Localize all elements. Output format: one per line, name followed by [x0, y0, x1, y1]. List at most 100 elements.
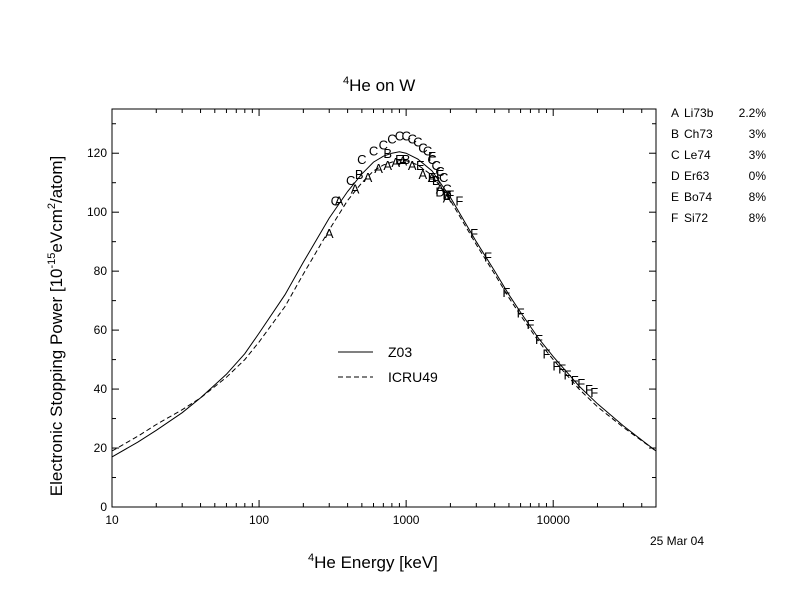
data-point-f: F [526, 317, 534, 332]
y-axis-title-sup2: 2 [46, 203, 58, 209]
data-point-a: A [383, 158, 392, 173]
data-point-f: F [455, 193, 463, 208]
data-point-a: A [408, 158, 417, 173]
data-point-b: B [383, 146, 392, 161]
legend-label-z03: Z03 [388, 344, 412, 360]
data-point-a: A [436, 182, 445, 197]
reference-letter: B [671, 127, 679, 141]
chart-title-superscript: 4 [343, 75, 349, 87]
series-line-z03 [111, 151, 657, 458]
data-point-a: A [399, 154, 408, 169]
data-point-e: E [428, 170, 437, 185]
data-point-d: D [442, 187, 451, 202]
data-point-b: B [402, 152, 411, 167]
data-point-a: A [351, 182, 360, 197]
date-stamp: 25 Mar 04 [650, 534, 704, 548]
reference-name: Er63 [684, 169, 710, 183]
data-point-c: C [427, 152, 436, 167]
data-point-c: C [395, 129, 404, 144]
data-point-f: F [558, 361, 566, 376]
y-tick-label: 120 [87, 146, 107, 160]
x-axis: 10 100 1000 10000 [105, 109, 643, 527]
y-tick-label: 80 [94, 264, 108, 278]
y-tick-label: 40 [94, 382, 108, 396]
data-point-a: A [325, 226, 334, 241]
data-point-d: D [435, 185, 444, 200]
data-point-c: C [379, 137, 388, 152]
curves-layer [111, 151, 657, 458]
y-tick-label: 0 [100, 500, 107, 514]
plot-frame [111, 108, 657, 508]
data-point-f: F [470, 226, 478, 241]
data-point-f: F [535, 332, 543, 347]
reference-uncertainty: 3% [749, 127, 767, 141]
reference-letter: C [671, 148, 680, 162]
reference-letter: E [671, 190, 679, 204]
data-point-f: F [436, 167, 444, 182]
data-point-f: F [571, 373, 579, 388]
data-point-a: A [419, 167, 428, 182]
data-point-c: C [413, 134, 422, 149]
y-tick-label: 100 [87, 205, 107, 219]
x-tick-label: 100 [249, 513, 269, 527]
data-point-c: C [423, 143, 432, 158]
data-point-b: B [443, 187, 452, 202]
data-point-e: E [416, 158, 425, 173]
data-point-c: C [408, 131, 417, 146]
y-axis-title-mid: eVcm [47, 209, 66, 252]
chart-title: 4He on W [343, 75, 415, 95]
reference-name: Ch73 [684, 127, 713, 141]
y-axis-title-post: /atom] [47, 156, 66, 203]
reference-name: Bo74 [684, 190, 712, 204]
x-tick-label: 1000 [393, 513, 420, 527]
data-point-f: F [517, 305, 525, 320]
y-axis: 0 20 40 60 80 100 120 [87, 123, 656, 514]
data-point-e: E [395, 152, 404, 167]
data-point-c: C [369, 143, 378, 158]
reference-letter: F [671, 211, 678, 225]
reference-uncertainty: 8% [749, 190, 767, 204]
reference-name: Li73b [684, 106, 714, 120]
y-axis-title: Electronic Stopping Power [10-15eVcm2/at… [46, 156, 66, 497]
data-point-b: B [355, 167, 364, 182]
data-point-f: F [484, 249, 492, 264]
data-point-b: B [432, 173, 441, 188]
data-point-c: C [331, 193, 340, 208]
data-point-c: C [387, 131, 396, 146]
y-axis-title-pre: Electronic Stopping Power [10 [47, 269, 66, 497]
reference-uncertainty: 3% [749, 148, 767, 162]
reference-letter: A [671, 106, 679, 120]
data-point-c: C [401, 129, 410, 144]
x-axis-title-superscript: 4 [308, 552, 314, 564]
data-point-c: C [346, 173, 355, 188]
chart-title-main: He on W [349, 76, 415, 95]
data-point-f: F [590, 385, 598, 400]
data-point-f: F [542, 347, 550, 362]
data-point-c: C [435, 164, 444, 179]
data-point-c: C [418, 140, 427, 155]
x-tick-label: 10 [105, 513, 119, 527]
data-point-f: F [563, 367, 571, 382]
data-point-f: F [446, 187, 454, 202]
x-tick-label: 10000 [537, 513, 571, 527]
data-point-a: A [374, 161, 383, 176]
data-point-a: A [364, 170, 373, 185]
reference-name: Le74 [684, 148, 711, 162]
data-point-c: C [442, 182, 451, 197]
series-line-icru49 [111, 160, 657, 452]
data-point-a: A [428, 170, 437, 185]
y-tick-label: 20 [94, 441, 108, 455]
legend-label-icru49: ICRU49 [388, 369, 438, 385]
legend: Z03 ICRU49 [338, 344, 438, 385]
y-tick-label: 60 [94, 323, 108, 337]
data-point-f: F [428, 149, 436, 164]
data-point-c: C [439, 170, 448, 185]
reference-list: A Li73b 2.2% B Ch73 3% C Le74 3% D Er63 0% E Bo74 8% F S… [671, 106, 766, 225]
data-point-a: A [391, 155, 400, 170]
reference-uncertainty: 0% [749, 169, 767, 183]
data-point-f: F [502, 285, 510, 300]
reference-name: Si72 [684, 211, 708, 225]
data-point-a: A [335, 193, 344, 208]
